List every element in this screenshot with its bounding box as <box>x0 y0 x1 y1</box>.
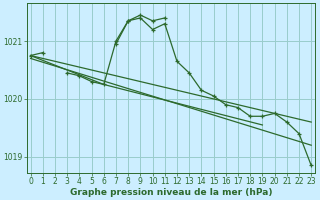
X-axis label: Graphe pression niveau de la mer (hPa): Graphe pression niveau de la mer (hPa) <box>70 188 272 197</box>
